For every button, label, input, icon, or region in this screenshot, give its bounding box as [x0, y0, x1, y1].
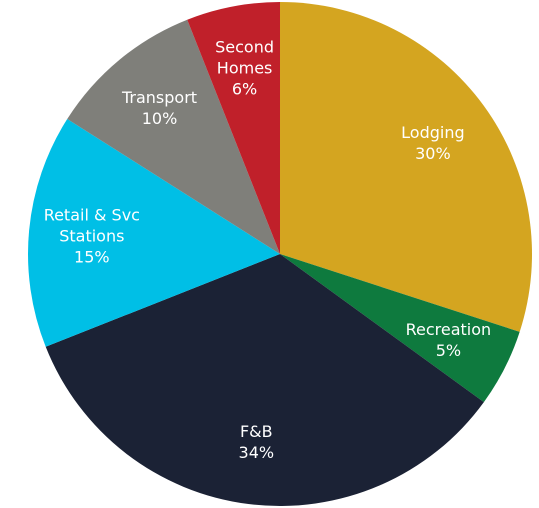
slice-label: F&B 34%: [204, 421, 308, 463]
category-label: Transport: [121, 88, 198, 108]
slice-label: Recreation 5%: [396, 319, 500, 361]
value-label: 6%: [231, 79, 258, 99]
pie-slice: [187, 2, 280, 254]
category-label: Recreation: [405, 319, 492, 339]
slice-label: Retail & Svc Stations 15%: [40, 205, 144, 268]
category-label: Lodging: [401, 122, 465, 142]
slice-label: Second Homes 6%: [193, 37, 297, 100]
slice-label: Transport 10%: [108, 87, 212, 129]
pie-slice: [280, 2, 532, 332]
category-label: F&B: [239, 421, 273, 441]
pie-slice: [28, 118, 281, 347]
pie-slice: [67, 19, 280, 255]
category-label: Second Homes: [215, 37, 275, 78]
value-label: 34%: [238, 442, 275, 462]
value-label: 10%: [141, 109, 178, 129]
value-label: 5%: [435, 340, 462, 360]
value-label: 15%: [74, 247, 110, 267]
value-label: 30%: [415, 143, 451, 163]
pie-slice: [280, 254, 520, 403]
category-label: Retail & Svc Stations: [43, 205, 140, 246]
pie-slice: [45, 254, 484, 507]
slice-label: Lodging 30%: [381, 122, 485, 164]
